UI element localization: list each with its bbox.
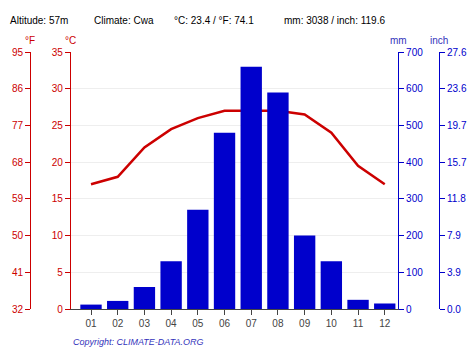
svg-text:Copyright: CLIMATE-DATA.ORG: Copyright: CLIMATE-DATA.ORG xyxy=(73,337,204,347)
svg-text:32: 32 xyxy=(12,304,24,315)
svg-text:95: 95 xyxy=(12,47,24,58)
svg-text:05: 05 xyxy=(192,318,204,329)
svg-text:23.6: 23.6 xyxy=(447,83,467,94)
svg-text:09: 09 xyxy=(299,318,311,329)
svg-text:11.8: 11.8 xyxy=(447,193,466,204)
svg-text:10: 10 xyxy=(52,230,64,241)
svg-text:300: 300 xyxy=(406,193,423,204)
svg-text:25: 25 xyxy=(52,120,64,131)
svg-text:59: 59 xyxy=(12,193,24,204)
svg-text:06: 06 xyxy=(219,318,231,329)
svg-text:100: 100 xyxy=(406,267,423,278)
svg-text:35: 35 xyxy=(52,47,64,58)
svg-text:01: 01 xyxy=(85,318,97,329)
svg-text:inch: inch xyxy=(430,35,448,46)
svg-text:°C: 23.4 / °F: 74.1: °C: 23.4 / °F: 74.1 xyxy=(174,15,254,26)
svg-text:mm: mm xyxy=(390,35,407,46)
svg-text:27.6: 27.6 xyxy=(447,47,467,58)
svg-text:86: 86 xyxy=(12,83,24,94)
svg-text:7.9: 7.9 xyxy=(447,230,461,241)
svg-text:15.7: 15.7 xyxy=(447,157,467,168)
svg-text:0: 0 xyxy=(57,304,63,315)
svg-text:5: 5 xyxy=(57,267,63,278)
svg-text:30: 30 xyxy=(52,83,64,94)
svg-text:77: 77 xyxy=(12,120,24,131)
svg-text:50: 50 xyxy=(12,230,24,241)
svg-text:500: 500 xyxy=(406,120,423,131)
svg-text:04: 04 xyxy=(166,318,178,329)
svg-text:mm: 3038 / inch: 119.6: mm: 3038 / inch: 119.6 xyxy=(284,15,385,26)
svg-text:0: 0 xyxy=(406,304,412,315)
svg-text:15: 15 xyxy=(52,193,64,204)
svg-text:Climate: Cwa: Climate: Cwa xyxy=(94,15,154,26)
svg-text:02: 02 xyxy=(112,318,124,329)
svg-text:19.7: 19.7 xyxy=(447,120,467,131)
svg-text:68: 68 xyxy=(12,157,24,168)
svg-text:20: 20 xyxy=(52,157,64,168)
svg-text:°C: °C xyxy=(65,35,76,46)
svg-text:03: 03 xyxy=(139,318,151,329)
svg-text:0.0: 0.0 xyxy=(447,304,461,315)
svg-text:10: 10 xyxy=(326,318,338,329)
svg-text:700: 700 xyxy=(406,47,423,58)
svg-text:400: 400 xyxy=(406,157,423,168)
svg-text:12: 12 xyxy=(379,318,391,329)
svg-text:°F: °F xyxy=(25,35,35,46)
svg-text:200: 200 xyxy=(406,230,423,241)
svg-text:08: 08 xyxy=(272,318,284,329)
svg-text:Altitude: 57m: Altitude: 57m xyxy=(10,15,68,26)
svg-text:600: 600 xyxy=(406,83,423,94)
svg-text:11: 11 xyxy=(353,318,364,329)
svg-text:3.9: 3.9 xyxy=(447,267,461,278)
svg-text:07: 07 xyxy=(246,318,258,329)
svg-text:41: 41 xyxy=(12,267,24,278)
